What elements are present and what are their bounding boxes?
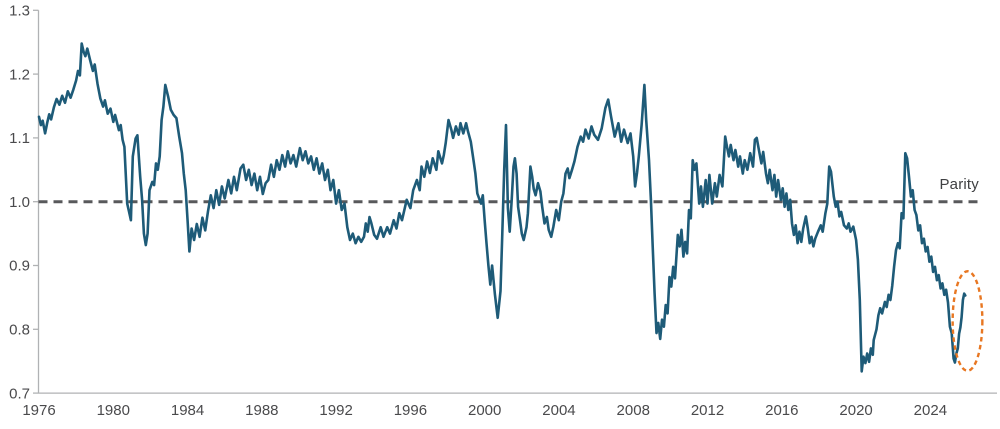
parity-label: Parity [939,176,979,193]
highlight-ellipse [951,270,984,372]
x-tick-label: 1992 [319,402,352,419]
x-tick-label: 2004 [542,402,575,419]
x-tick-label: 2016 [765,402,798,419]
x-tick-label: 1976 [22,402,55,419]
x-tick-label: 2020 [839,402,872,419]
y-tick-label: 1.2 [9,66,30,83]
x-tick-label: 2024 [914,402,947,419]
y-tick-label: 0.9 [9,258,30,275]
x-tick-label: 2000 [468,402,501,419]
data-series-line [37,42,967,373]
y-tick-label: 1.0 [9,194,30,211]
x-tick-label: 2008 [617,402,650,419]
y-tick-label: 1.1 [9,130,30,147]
x-tick-label: 1996 [394,402,427,419]
x-tick-label: 1984 [171,402,204,419]
x-tick-label: 1980 [97,402,130,419]
x-tick-label: 2012 [691,402,724,419]
y-tick-label: 1.3 [9,3,30,20]
y-tick-label: 0.8 [9,322,30,339]
x-tick-label: 1988 [245,402,278,419]
y-tick-label: 0.7 [9,385,30,402]
